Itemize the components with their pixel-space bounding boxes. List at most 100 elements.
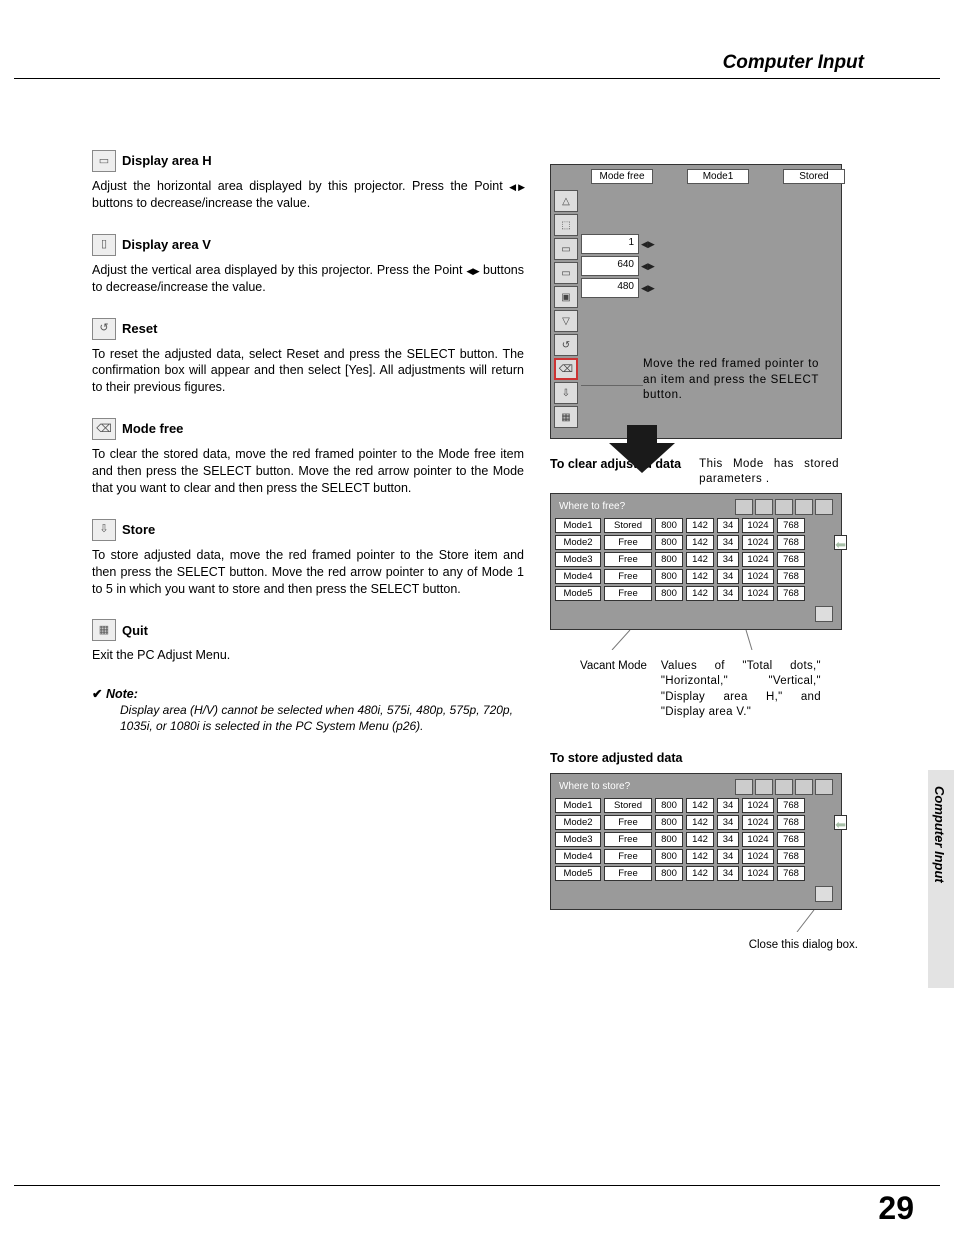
table-cell: Mode4 — [555, 569, 601, 584]
section-title: Quit — [122, 622, 148, 640]
table-cell: 142 — [686, 815, 714, 830]
mode-free-icon: ⌫ — [92, 418, 116, 440]
store-icon[interactable]: ⇩ — [554, 382, 578, 404]
clear-note: This Mode has stored parameters . — [699, 457, 839, 487]
table-row[interactable]: Mode4Free800142341024768 — [555, 569, 837, 584]
table-cell: 1024 — [742, 866, 774, 881]
menu-callout: Move the red framed pointer to an item a… — [643, 357, 819, 404]
table-cell: Stored — [604, 798, 652, 813]
table-row[interactable]: Mode4Free800142341024768 — [555, 849, 837, 864]
section-body: To reset the adjusted data, select Reset… — [92, 346, 524, 397]
left-column: ▭ Display area H Adjust the horizontal a… — [92, 150, 524, 756]
menu-tab[interactable]: Mode free — [591, 169, 653, 184]
menu-item-icon[interactable]: ▣ — [554, 286, 578, 308]
table-cell: 142 — [686, 552, 714, 567]
table-cell: 142 — [686, 832, 714, 847]
table-cell: 1024 — [742, 552, 774, 567]
table-cell: Mode1 — [555, 798, 601, 813]
section-body: To clear the stored data, move the red f… — [92, 446, 524, 497]
table-cell: Free — [604, 815, 652, 830]
table-cell: 800 — [655, 866, 683, 881]
section-body: To store adjusted data, move the red fra… — [92, 547, 524, 598]
spin-icon[interactable]: ◀▶ — [641, 261, 655, 272]
table-cell: 800 — [655, 832, 683, 847]
section-note: Note: Display area (H/V) cannot be selec… — [92, 686, 524, 734]
table-header-icons — [735, 499, 833, 515]
side-tab-label: Computer Input — [932, 786, 947, 883]
table-rows: Mode1Stored800142341024768Mode2Free80014… — [555, 798, 837, 881]
table-cell: Free — [604, 552, 652, 567]
table-rows: Mode1Stored800142341024768 Mode2Free80014… — [555, 518, 837, 601]
reset-icon[interactable]: ↺ — [554, 334, 578, 356]
page-title: Computer Input — [723, 52, 864, 74]
scroll-down-icon[interactable]: ▽ — [554, 310, 578, 332]
table-title: Where to free? — [559, 501, 625, 512]
table-cell: 1024 — [742, 569, 774, 584]
store-mode-table: Where to store? Mode1Stored8001423410247… — [550, 773, 842, 910]
clear-annotations: Vacant Mode Values of "Total dots," "Hor… — [550, 659, 870, 721]
table-row[interactable]: Mode3Free800142341024768 — [555, 552, 837, 567]
section-display-area-h: ▭ Display area H Adjust the horizontal a… — [92, 150, 524, 212]
section-store: ⇩ Store To store adjusted data, move the… — [92, 519, 524, 598]
display-v-icon: ▯ — [92, 234, 116, 256]
table-cell: 34 — [717, 586, 739, 601]
table-cell: 34 — [717, 569, 739, 584]
table-cell: 768 — [777, 552, 805, 567]
table-cell: 768 — [777, 849, 805, 864]
quit-icon[interactable]: ▦ — [554, 406, 578, 428]
table-cell: 34 — [717, 535, 739, 550]
table-cell: Free — [604, 569, 652, 584]
table-cell: 800 — [655, 569, 683, 584]
table-cell: Free — [604, 849, 652, 864]
menu-item-icon[interactable]: ⬚ — [554, 214, 578, 236]
table-cell: Free — [604, 832, 652, 847]
table-cell: 1024 — [742, 815, 774, 830]
table-cell: 768 — [777, 866, 805, 881]
table-cell: 800 — [655, 586, 683, 601]
menu-tab[interactable]: Stored — [783, 169, 845, 184]
menu-item-icon[interactable]: ▭ — [554, 262, 578, 284]
section-body: Adjust the vertical area displayed by th… — [92, 262, 524, 296]
callout-leader — [581, 385, 643, 386]
store-icon: ⇩ — [92, 519, 116, 541]
table-row[interactable]: Mode3Free800142341024768 — [555, 832, 837, 847]
table-cell: 768 — [777, 586, 805, 601]
table-cell: 142 — [686, 586, 714, 601]
menu-tab[interactable]: Mode1 — [687, 169, 749, 184]
table-cell: Mode4 — [555, 849, 601, 864]
table-cell: 142 — [686, 535, 714, 550]
menu-item-icon[interactable]: ▭ — [554, 238, 578, 260]
section-title: Reset — [122, 320, 157, 338]
table-row[interactable]: Mode5Free800142341024768 — [555, 866, 837, 881]
right-column: Mode free Mode1 Stored △ ⬚ ▭ ▭ ▣ ▽ ↺ ⌫ ⇩… — [550, 164, 870, 951]
table-title: Where to store? — [559, 781, 630, 792]
value-box: 1 — [581, 234, 639, 254]
table-cell: Free — [604, 866, 652, 881]
annotation-leaders — [550, 630, 842, 650]
side-tab: Computer Input — [928, 770, 954, 988]
table-cell: 34 — [717, 815, 739, 830]
close-icon[interactable] — [815, 606, 833, 622]
spin-icon[interactable]: ◀▶ — [641, 283, 655, 294]
close-icon[interactable] — [815, 886, 833, 902]
table-row[interactable]: Mode5Free800142341024768 — [555, 586, 837, 601]
mode-free-icon[interactable]: ⌫ — [554, 358, 578, 380]
scroll-up-icon[interactable]: △ — [554, 190, 578, 212]
table-cell: 800 — [655, 849, 683, 864]
table-cell: 768 — [777, 518, 805, 533]
table-row[interactable]: Mode1Stored800142341024768 — [555, 798, 837, 813]
table-row[interactable]: Mode1Stored800142341024768 — [555, 518, 837, 533]
pc-adjust-menu: Mode free Mode1 Stored △ ⬚ ▭ ▭ ▣ ▽ ↺ ⌫ ⇩… — [550, 164, 842, 439]
spin-icon[interactable]: ◀▶ — [641, 239, 655, 250]
table-cell: 142 — [686, 849, 714, 864]
table-cell: 768 — [777, 798, 805, 813]
display-h-icon: ▭ — [92, 150, 116, 172]
section-display-area-v: ▯ Display area V Adjust the vertical are… — [92, 234, 524, 296]
table-row[interactable]: Mode2Free800142341024768⬅ — [555, 815, 837, 830]
table-row[interactable]: Mode2Free800142341024768⬅ — [555, 535, 837, 550]
table-cell: 34 — [717, 866, 739, 881]
table-cell: 1024 — [742, 586, 774, 601]
section-body: Exit the PC Adjust Menu. — [92, 647, 524, 664]
section-title: Display area V — [122, 236, 211, 254]
value-box: 480 — [581, 278, 639, 298]
